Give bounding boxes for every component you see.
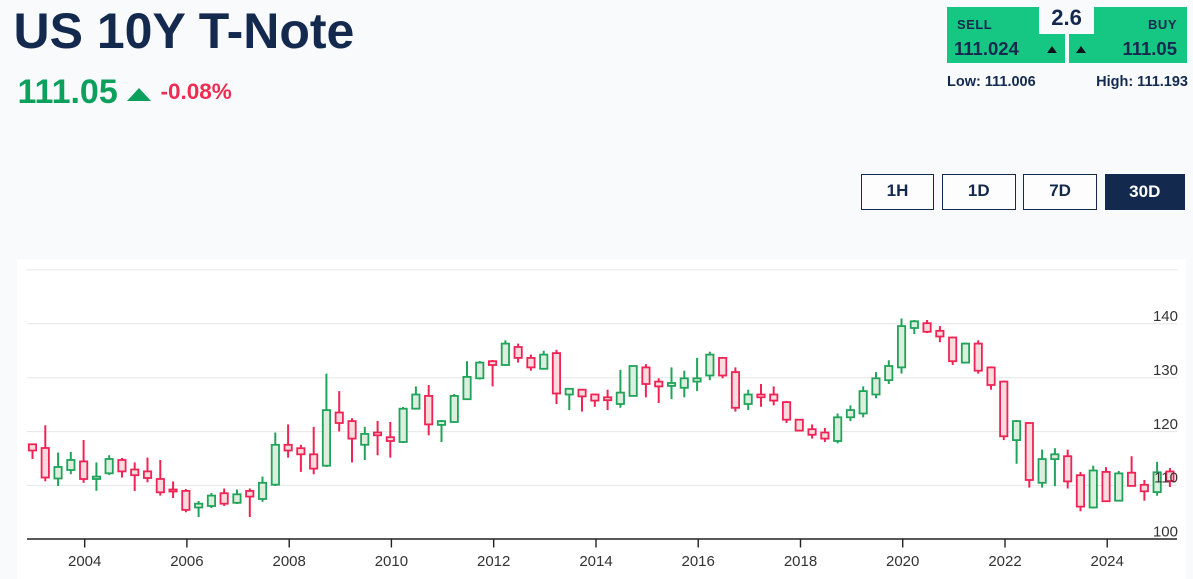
svg-text:2014: 2014 [579, 553, 612, 570]
svg-text:2004: 2004 [68, 553, 101, 570]
svg-text:130: 130 [1153, 362, 1178, 379]
svg-text:2020: 2020 [886, 553, 919, 570]
svg-text:2010: 2010 [375, 553, 408, 570]
svg-text:100: 100 [1153, 524, 1178, 541]
svg-text:2024: 2024 [1091, 553, 1124, 570]
svg-text:2016: 2016 [682, 553, 715, 570]
svg-text:140: 140 [1153, 308, 1178, 325]
svg-text:2008: 2008 [273, 553, 306, 570]
svg-text:2022: 2022 [988, 553, 1021, 570]
svg-text:2006: 2006 [170, 553, 203, 570]
svg-text:2012: 2012 [477, 553, 510, 570]
svg-text:2018: 2018 [784, 553, 817, 570]
svg-text:110: 110 [1154, 470, 1178, 487]
svg-text:120: 120 [1153, 416, 1178, 433]
